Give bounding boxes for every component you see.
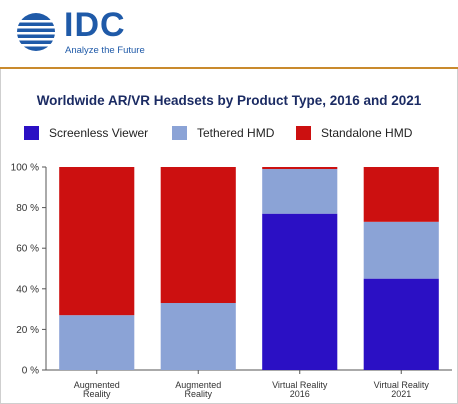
legend-swatch <box>24 126 39 140</box>
x-tick-label: Reality <box>184 389 212 399</box>
y-tick-label: 100 % <box>11 163 39 174</box>
y-tick-label: 20 % <box>16 325 39 336</box>
header: IDC Analyze the Future <box>0 0 458 67</box>
bar-segment <box>160 303 236 370</box>
x-tick-label: Virtual Reality <box>374 380 430 390</box>
legend-label: Screenless Viewer <box>49 126 149 140</box>
x-tick-label: 2016 <box>290 389 310 399</box>
logo-tagline: Analyze the Future <box>65 45 145 56</box>
bar-segment <box>59 315 135 370</box>
legend-swatch <box>172 126 187 140</box>
y-tick-label: 0 % <box>22 366 39 377</box>
x-tick-label: Augmented <box>74 380 120 390</box>
bar-segment <box>59 167 135 316</box>
legend-swatch <box>296 126 311 140</box>
x-tick-label: 2021 <box>391 389 411 399</box>
bar-segment <box>262 169 338 214</box>
bar-segment <box>160 167 236 304</box>
x-tick-label: Augmented <box>175 380 221 390</box>
y-tick-label: 80 % <box>16 203 39 214</box>
logo-wordmark: IDC <box>64 6 126 44</box>
header-divider <box>0 67 458 69</box>
legend-label: Standalone HMD <box>321 126 413 140</box>
x-tick-label: Virtual Reality <box>272 380 328 390</box>
bar-segment <box>363 278 439 370</box>
chart-title: Worldwide AR/VR Headsets by Product Type… <box>36 93 422 108</box>
globe-logo-icon <box>15 13 57 51</box>
y-tick-label: 60 % <box>16 244 39 255</box>
x-tick-label: Reality <box>83 389 111 399</box>
bar-segment <box>363 167 439 222</box>
legend-label: Tethered HMD <box>197 126 275 140</box>
y-tick-label: 40 % <box>16 284 39 295</box>
bar-segment <box>363 221 439 279</box>
bar-segment <box>262 213 338 370</box>
bar-segment <box>262 167 338 170</box>
